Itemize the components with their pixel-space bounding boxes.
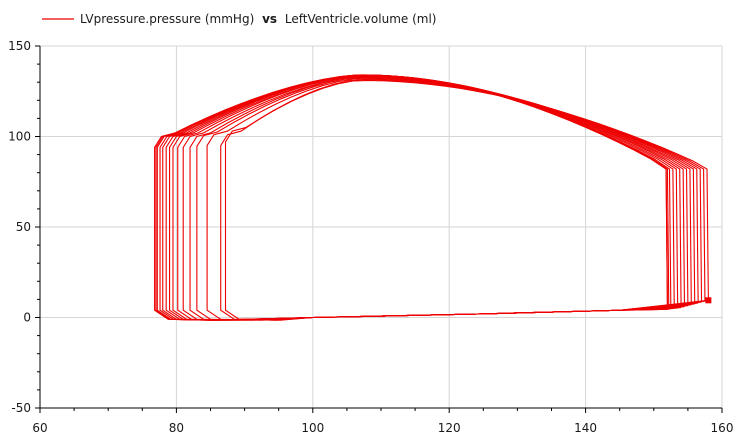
legend: LVpressure.pressure (mmHg) vs LeftVentri…	[42, 12, 437, 26]
x-tick-label: 120	[438, 421, 461, 435]
x-tick-label: 60	[32, 421, 47, 435]
legend-y-name: LVpressure.pressure (mmHg)	[80, 12, 254, 26]
pv-loop-line	[206, 78, 703, 321]
end-marker	[705, 297, 712, 304]
x-tick-label: 160	[711, 421, 734, 435]
y-tick-label: 0	[23, 311, 31, 325]
pv-loop-line	[177, 75, 689, 321]
pv-loop-line	[156, 74, 670, 321]
pv-loop-line	[154, 74, 668, 321]
pv-loop-line	[182, 76, 692, 321]
x-tick-label: 100	[301, 421, 324, 435]
axes: 60 80 100 120 140 160 -50 0 50 100 150	[8, 39, 733, 435]
legend-connector: vs	[262, 12, 277, 26]
legend-label: LVpressure.pressure (mmHg) vs LeftVentri…	[80, 12, 437, 26]
y-tick-label: 150	[8, 39, 31, 53]
x-tick-label: 80	[169, 421, 184, 435]
pv-loop-line	[196, 77, 699, 321]
pv-loop-line	[169, 74, 682, 321]
x-tick-label: 140	[574, 421, 597, 435]
pv-loop-line	[189, 76, 696, 321]
legend-x-name: LeftVentricle.volume (ml)	[285, 12, 437, 26]
pv-loop-line	[220, 78, 706, 321]
pv-loop-line	[224, 79, 709, 321]
pv-loop-line	[172, 75, 686, 321]
y-tick-label: -50	[11, 401, 31, 415]
grid	[39, 45, 723, 409]
y-tick-label: 100	[8, 130, 31, 144]
y-tick-label: 50	[16, 220, 31, 234]
series-pv-loops	[154, 74, 712, 321]
